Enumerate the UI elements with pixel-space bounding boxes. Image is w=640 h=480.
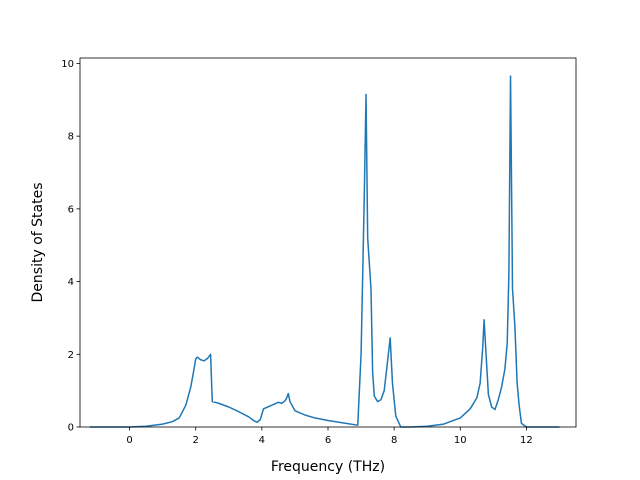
- y-tick-label: 6: [68, 204, 74, 215]
- x-tick-label: 2: [193, 435, 199, 446]
- y-tick-label: 2: [68, 350, 74, 361]
- x-axis-ticks: 0 2 4 6 8 10 12: [126, 427, 533, 446]
- x-axis-label: Frequency (THz): [271, 459, 385, 475]
- y-tick-label: 8: [68, 132, 74, 143]
- plot-area: [89, 75, 560, 428]
- x-tick-label: 6: [325, 435, 331, 446]
- x-tick-label: 12: [520, 435, 533, 446]
- y-tick-label: 0: [68, 423, 74, 434]
- y-tick-label: 4: [68, 277, 74, 288]
- x-tick-label: 8: [391, 435, 397, 446]
- x-tick-label: 4: [259, 435, 265, 446]
- y-axis-label: Density of States: [30, 183, 46, 303]
- x-tick-label: 10: [454, 435, 467, 446]
- axes-frame: [79, 57, 577, 428]
- series-line-0: [89, 75, 560, 428]
- y-axis-ticks: 0 2 4 6 8 10: [61, 59, 80, 434]
- x-tick-label: 0: [126, 435, 132, 446]
- y-tick-label: 10: [61, 59, 74, 70]
